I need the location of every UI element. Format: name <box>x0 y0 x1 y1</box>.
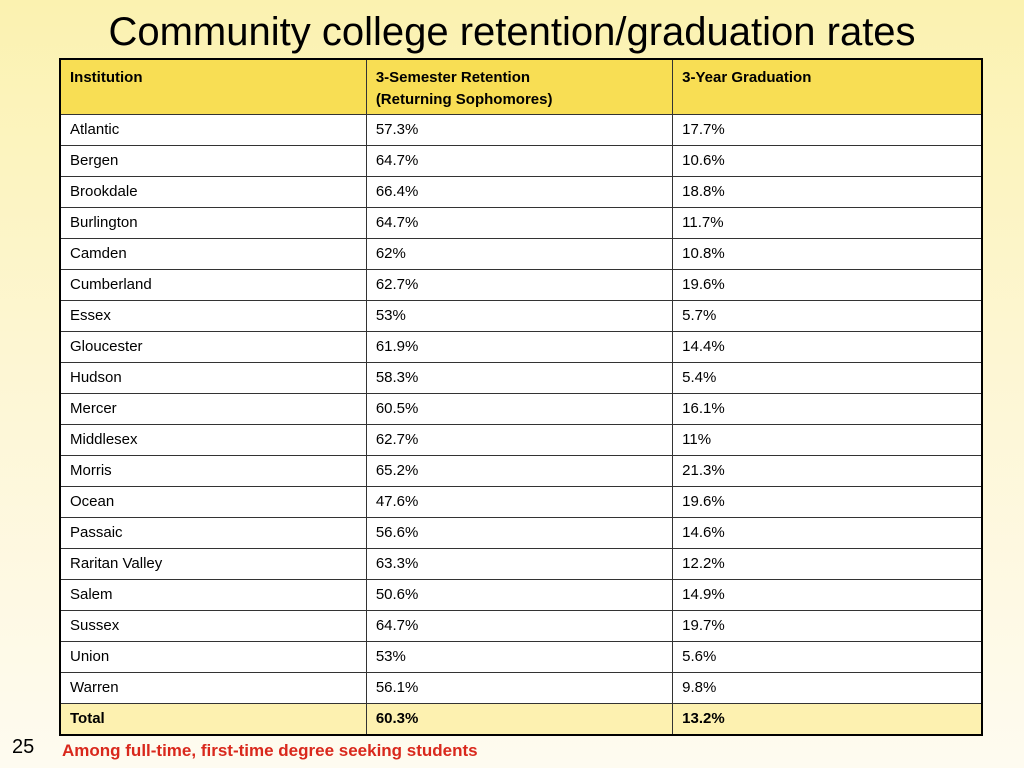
cell-retention: 60.5% <box>365 392 674 425</box>
cell-graduation: 5.7% <box>672 299 983 332</box>
table-row: Passaic 56.6% 14.6% <box>59 516 983 549</box>
table-row: Morris 65.2% 21.3% <box>59 454 983 487</box>
header-retention: 3-Semester Retention (Returning Sophomor… <box>365 58 674 115</box>
cell-retention: 65.2% <box>365 454 674 487</box>
cell-graduation: 14.6% <box>672 516 983 549</box>
table-container: Institution 3-Semester Retention (Return… <box>59 58 983 736</box>
page-number: 25 <box>12 736 35 758</box>
total-cell-retention: 60.3% <box>365 702 674 735</box>
cell-retention: 53% <box>365 640 674 673</box>
cell-graduation: 10.6% <box>672 144 983 177</box>
cell-institution: Ocean <box>59 485 367 518</box>
header-retention-line2: (Returning Sophomores) <box>375 91 553 108</box>
table-row: Cumberland 62.7% 19.6% <box>59 268 983 301</box>
cell-institution: Raritan Valley <box>59 547 367 580</box>
cell-retention: 63.3% <box>365 547 674 580</box>
cell-graduation: 21.3% <box>672 454 983 487</box>
header-institution: Institution <box>59 58 367 115</box>
table-row: Atlantic 57.3% 17.7% <box>59 113 983 146</box>
cell-institution: Cumberland <box>59 268 367 301</box>
cell-institution: Morris <box>59 454 367 487</box>
table-row: Ocean 47.6% 19.6% <box>59 485 983 518</box>
cell-institution: Union <box>59 640 367 673</box>
cell-graduation: 10.8% <box>672 237 983 270</box>
cell-retention: 62.7% <box>365 268 674 301</box>
cell-retention: 64.7% <box>365 144 674 177</box>
cell-graduation: 12.2% <box>672 547 983 580</box>
cell-institution: Passaic <box>59 516 367 549</box>
cell-graduation: 14.9% <box>672 578 983 611</box>
cell-institution: Essex <box>59 299 367 332</box>
cell-graduation: 5.4% <box>672 361 983 394</box>
retention-graduation-table: Institution 3-Semester Retention (Return… <box>59 58 983 736</box>
table-row: Gloucester 61.9% 14.4% <box>59 330 983 363</box>
table-row: Hudson 58.3% 5.4% <box>59 361 983 394</box>
cell-institution: Camden <box>59 237 367 270</box>
cell-retention: 50.6% <box>365 578 674 611</box>
table-header-row: Institution 3-Semester Retention (Return… <box>59 58 983 115</box>
table-row: Burlington 64.7% 11.7% <box>59 206 983 239</box>
table-row: Sussex 64.7% 19.7% <box>59 609 983 642</box>
cell-graduation: 11% <box>672 423 983 456</box>
cell-institution: Hudson <box>59 361 367 394</box>
cell-graduation: 19.6% <box>672 485 983 518</box>
cell-institution: Salem <box>59 578 367 611</box>
table-row: Bergen 64.7% 10.6% <box>59 144 983 177</box>
cell-institution: Mercer <box>59 392 367 425</box>
cell-institution: Gloucester <box>59 330 367 363</box>
table-row: Mercer 60.5% 16.1% <box>59 392 983 425</box>
footnote: Among full-time, first-time degree seeki… <box>62 741 478 760</box>
table-body: Atlantic 57.3% 17.7% Bergen 64.7% 10.6% Brookd… <box>59 113 983 735</box>
total-cell-graduation: 13.2% <box>672 702 983 735</box>
cell-graduation: 5.6% <box>672 640 983 673</box>
table-total-row: Total 60.3% 13.2% <box>59 702 983 735</box>
table-row: Salem 50.6% 14.9% <box>59 578 983 611</box>
header-retention-line1: 3-Semester Retention <box>375 69 531 86</box>
table-row: Middlesex 62.7% 11% <box>59 423 983 456</box>
cell-retention: 56.1% <box>365 671 674 704</box>
cell-retention: 61.9% <box>365 330 674 363</box>
cell-retention: 56.6% <box>365 516 674 549</box>
table-row: Raritan Valley 63.3% 12.2% <box>59 547 983 580</box>
cell-retention: 62% <box>365 237 674 270</box>
header-graduation: 3-Year Graduation <box>672 58 983 115</box>
cell-graduation: 17.7% <box>672 113 983 146</box>
slide-title: Community college retention/graduation r… <box>108 10 916 54</box>
cell-institution: Middlesex <box>59 423 367 456</box>
table-row: Union 53% 5.6% <box>59 640 983 673</box>
cell-institution: Sussex <box>59 609 367 642</box>
cell-retention: 62.7% <box>365 423 674 456</box>
table-row: Camden 62% 10.8% <box>59 237 983 270</box>
cell-retention: 58.3% <box>365 361 674 394</box>
cell-institution: Brookdale <box>59 175 367 208</box>
cell-retention: 47.6% <box>365 485 674 518</box>
cell-graduation: 9.8% <box>672 671 983 704</box>
cell-graduation: 16.1% <box>672 392 983 425</box>
table-row: Brookdale 66.4% 18.8% <box>59 175 983 208</box>
cell-graduation: 11.7% <box>672 206 983 239</box>
cell-institution: Burlington <box>59 206 367 239</box>
cell-retention: 57.3% <box>365 113 674 146</box>
cell-graduation: 14.4% <box>672 330 983 363</box>
cell-institution: Bergen <box>59 144 367 177</box>
table-row: Warren 56.1% 9.8% <box>59 671 983 704</box>
cell-institution: Warren <box>59 671 367 704</box>
cell-retention: 53% <box>365 299 674 332</box>
cell-retention: 64.7% <box>365 609 674 642</box>
cell-graduation: 18.8% <box>672 175 983 208</box>
cell-institution: Atlantic <box>59 113 367 146</box>
cell-graduation: 19.6% <box>672 268 983 301</box>
table-row: Essex 53% 5.7% <box>59 299 983 332</box>
cell-retention: 66.4% <box>365 175 674 208</box>
cell-retention: 64.7% <box>365 206 674 239</box>
total-cell-institution: Total <box>59 702 367 735</box>
cell-graduation: 19.7% <box>672 609 983 642</box>
